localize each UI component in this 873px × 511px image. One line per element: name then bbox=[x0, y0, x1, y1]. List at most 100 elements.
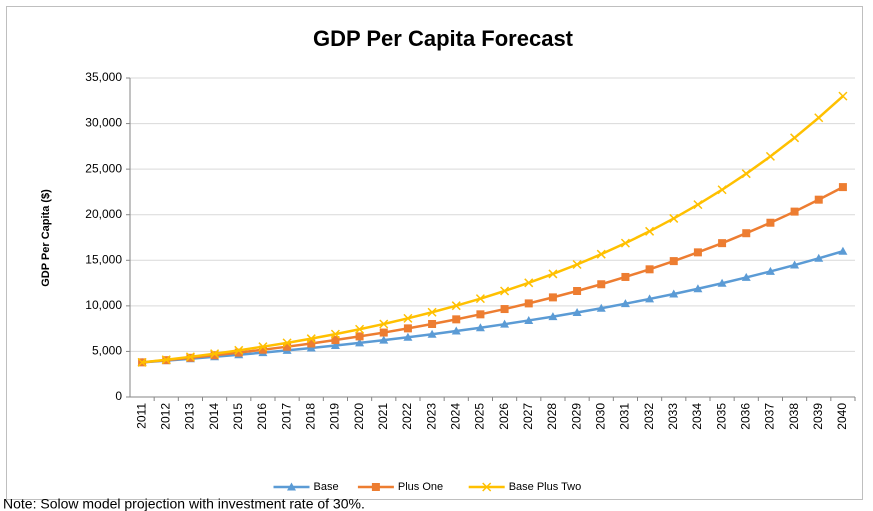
data-point bbox=[645, 294, 655, 303]
data-point bbox=[693, 284, 703, 293]
data-point bbox=[573, 287, 582, 296]
x-tick-label: 2035 bbox=[714, 403, 728, 430]
data-point bbox=[355, 324, 365, 334]
x-tick-label: 2014 bbox=[207, 403, 221, 430]
x-tick-label: 2030 bbox=[593, 403, 607, 430]
x-tick-label: 2033 bbox=[666, 403, 680, 430]
data-point bbox=[742, 229, 751, 238]
data-point bbox=[524, 278, 534, 288]
y-tick-label: 35,000 bbox=[85, 70, 122, 84]
data-point bbox=[258, 342, 268, 352]
data-point bbox=[306, 334, 316, 344]
data-point bbox=[500, 319, 510, 328]
x-tick-label: 2039 bbox=[811, 403, 825, 430]
data-point bbox=[307, 339, 316, 348]
x-tick-label: 2019 bbox=[328, 403, 342, 430]
data-point bbox=[669, 289, 679, 298]
y-tick-label: 20,000 bbox=[85, 207, 122, 221]
data-point bbox=[548, 293, 557, 302]
x-tick-label: 2034 bbox=[690, 403, 704, 430]
x-tick-label: 2028 bbox=[545, 403, 559, 430]
data-point bbox=[379, 335, 389, 344]
y-tick-label: 0 bbox=[115, 389, 122, 403]
data-point bbox=[137, 357, 147, 367]
data-point bbox=[258, 345, 267, 354]
x-tick-label: 2021 bbox=[376, 403, 390, 430]
y-axis-label: GDP Per Capita ($) bbox=[40, 189, 52, 287]
data-point bbox=[765, 151, 775, 161]
data-point bbox=[476, 310, 485, 319]
data-point bbox=[427, 307, 437, 317]
x-tick-label: 2015 bbox=[231, 403, 245, 430]
data-point bbox=[403, 313, 413, 323]
y-tick-label: 10,000 bbox=[85, 298, 122, 312]
data-point bbox=[741, 272, 751, 281]
data-point bbox=[185, 352, 195, 362]
data-point bbox=[718, 239, 727, 248]
data-point bbox=[596, 303, 606, 312]
data-point bbox=[790, 260, 800, 269]
x-tick-label: 2013 bbox=[183, 403, 197, 430]
data-point bbox=[814, 253, 824, 262]
data-point bbox=[621, 272, 630, 281]
x-tick-label: 2025 bbox=[473, 403, 487, 430]
data-point bbox=[282, 338, 292, 348]
data-point bbox=[548, 312, 558, 321]
legend-marker bbox=[287, 482, 296, 491]
data-point bbox=[500, 286, 510, 296]
data-point bbox=[161, 355, 171, 365]
data-point bbox=[403, 332, 413, 341]
data-point bbox=[838, 183, 847, 192]
chart-title: GDP Per Capita Forecast bbox=[313, 26, 574, 51]
data-point bbox=[717, 278, 727, 287]
x-tick-label: 2026 bbox=[497, 403, 511, 430]
x-tick-label: 2022 bbox=[400, 403, 414, 430]
legend-marker bbox=[482, 482, 492, 492]
data-point bbox=[597, 280, 606, 289]
data-point bbox=[596, 249, 606, 259]
data-point bbox=[210, 351, 219, 360]
data-point bbox=[403, 324, 412, 333]
x-tick-label: 2027 bbox=[521, 403, 535, 430]
x-tick-label: 2017 bbox=[279, 403, 293, 430]
data-point bbox=[475, 323, 485, 332]
data-point bbox=[210, 349, 220, 359]
data-point bbox=[451, 301, 461, 311]
data-point bbox=[428, 319, 437, 328]
x-tick-label: 2011 bbox=[134, 403, 148, 429]
data-point bbox=[475, 294, 485, 304]
data-point bbox=[838, 246, 848, 255]
x-tick-label: 2038 bbox=[787, 403, 801, 430]
x-tick-label: 2037 bbox=[763, 403, 777, 430]
x-tick-label: 2018 bbox=[303, 403, 317, 430]
legend-marker bbox=[371, 483, 380, 491]
x-tick-label: 2032 bbox=[642, 403, 656, 430]
data-point bbox=[693, 248, 702, 257]
y-tick-label: 15,000 bbox=[85, 252, 122, 266]
data-point bbox=[790, 133, 800, 143]
data-point bbox=[330, 329, 340, 339]
data-point bbox=[355, 332, 364, 341]
data-point bbox=[741, 169, 751, 179]
data-point bbox=[379, 328, 388, 337]
y-tick-label: 30,000 bbox=[85, 116, 122, 130]
data-point bbox=[427, 329, 437, 338]
x-tick-label: 2024 bbox=[448, 403, 462, 430]
data-point bbox=[524, 299, 533, 308]
data-point bbox=[814, 195, 823, 204]
data-point bbox=[234, 345, 244, 355]
data-point bbox=[669, 257, 678, 266]
data-point bbox=[693, 200, 703, 210]
y-tick-label: 25,000 bbox=[85, 161, 122, 175]
data-point bbox=[790, 207, 799, 216]
x-tick-label: 2036 bbox=[738, 403, 752, 430]
data-point bbox=[331, 336, 340, 345]
legend-label: Base Plus Two bbox=[509, 481, 582, 493]
legend-label: Base bbox=[314, 481, 339, 493]
data-point bbox=[620, 238, 630, 248]
data-point bbox=[645, 226, 655, 236]
data-point bbox=[814, 113, 824, 123]
data-point bbox=[283, 342, 292, 351]
